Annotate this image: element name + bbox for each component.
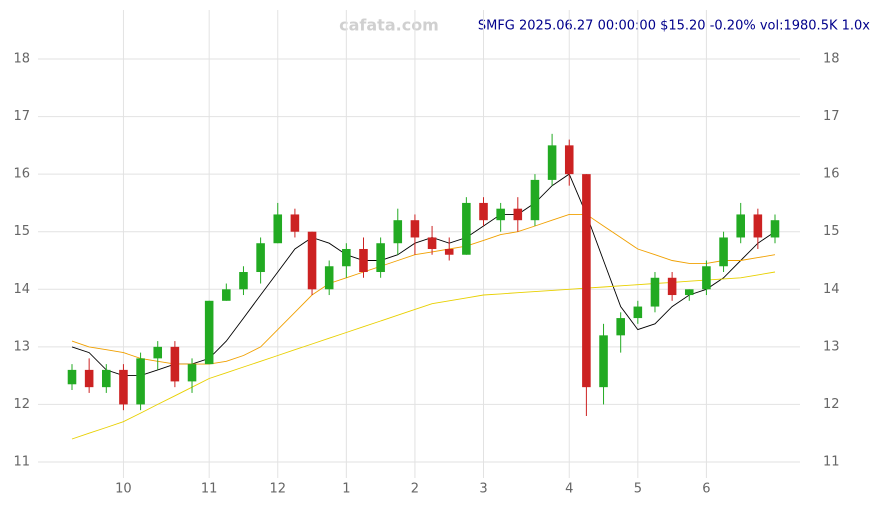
y-tick-label: 12: [13, 397, 30, 412]
chart-title: SMFG 2025.06.27 00:00:00 $15.20 -0.20% v…: [478, 19, 870, 34]
y-tick-label: 15: [13, 224, 30, 239]
y-tick-label: 18: [13, 52, 30, 67]
y-tick-label: 13: [13, 339, 30, 354]
candle-body: [307, 231, 317, 290]
y-tick-label-right: 11: [823, 455, 840, 470]
moving-average: [71, 213, 776, 365]
x-tick-label: 11: [201, 482, 218, 497]
x-tick-label: 1: [342, 482, 350, 497]
candle-body: [667, 277, 677, 296]
candle-body: [564, 145, 574, 175]
moving-average: [71, 173, 776, 377]
candle-body: [684, 289, 694, 296]
y-tick-label: 16: [13, 167, 30, 182]
candle-body: [136, 358, 145, 405]
candle-body: [479, 202, 488, 221]
candle-body: [753, 214, 763, 238]
x-tick-label: 12: [269, 482, 286, 497]
candle-body: [599, 335, 608, 388]
y-tick-label: 17: [13, 109, 30, 124]
y-tick-label-right: 13: [823, 339, 840, 354]
candle-body: [444, 248, 454, 255]
x-tick-label: 5: [634, 482, 642, 497]
candle-body: [530, 179, 540, 221]
candle-body: [513, 208, 523, 221]
candle-body: [393, 220, 403, 244]
y-tick-label-right: 14: [823, 282, 840, 297]
candle-body: [770, 220, 780, 238]
y-tick-label-right: 17: [823, 109, 840, 124]
candle-body: [119, 369, 128, 405]
candle-body: [582, 174, 591, 388]
candle-body: [256, 243, 265, 273]
candle-body: [427, 237, 437, 249]
y-tick-label-right: 16: [823, 167, 840, 182]
x-tick-label: 2: [411, 482, 419, 497]
candle-body: [702, 266, 711, 290]
x-tick-label: 6: [702, 482, 710, 497]
candle-body: [633, 306, 643, 319]
candle-body: [719, 237, 728, 267]
candle-body: [376, 243, 385, 273]
y-tick-label-right: 12: [823, 397, 840, 412]
y-tick-label-right: 15: [823, 224, 840, 239]
candle-body: [170, 346, 180, 382]
candle-body: [650, 277, 660, 307]
x-tick-label: 4: [565, 482, 573, 497]
candle-body: [547, 145, 557, 180]
candle-body: [187, 364, 197, 382]
candle-body: [84, 369, 94, 388]
candle-body: [204, 300, 214, 365]
watermark: cafata.com: [339, 16, 439, 35]
y-tick-label-right: 18: [823, 52, 840, 67]
candle-body: [239, 272, 248, 290]
candle-body: [222, 289, 231, 301]
candle-body: [67, 369, 77, 385]
candle-body: [359, 248, 368, 273]
candle-body: [153, 346, 163, 359]
candle-body: [496, 208, 505, 221]
candle-body: [462, 202, 471, 255]
candle-body: [342, 248, 351, 267]
candle-body: [324, 266, 334, 290]
x-tick-label: 10: [115, 482, 132, 497]
candle-body: [736, 214, 745, 238]
y-tick-label: 14: [13, 282, 30, 297]
candle-body: [290, 214, 300, 232]
candle-body: [410, 220, 420, 238]
candle-body: [616, 318, 625, 336]
candle-body: [102, 369, 111, 388]
x-tick-label: 3: [479, 482, 487, 497]
y-tick-label: 11: [13, 455, 30, 470]
candle-body: [273, 214, 283, 244]
